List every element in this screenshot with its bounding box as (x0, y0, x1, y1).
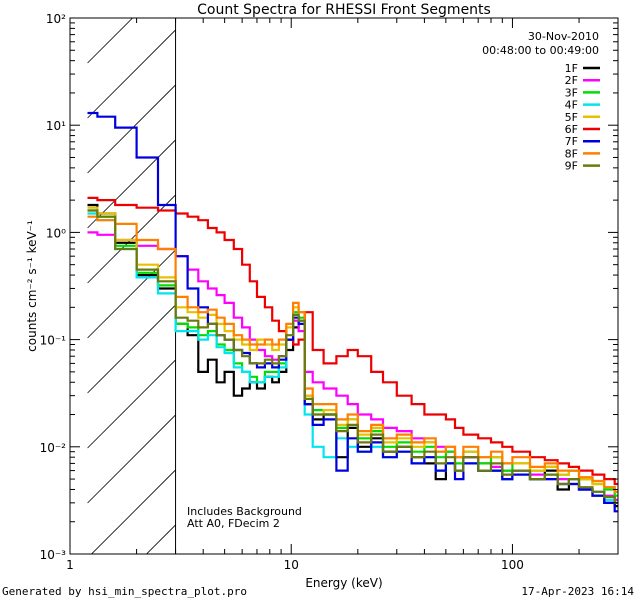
y-tick-label: 10⁻² (40, 441, 67, 455)
legend-label: 5F (565, 111, 578, 124)
x-tick-label: 100 (501, 558, 524, 572)
legend-label: 4F (565, 99, 578, 112)
x-tick-label: 10 (284, 558, 299, 572)
y-tick-label: 10² (46, 12, 66, 26)
date-label: 30-Nov-2010 (528, 30, 599, 43)
y-axis-label: counts cm⁻² s⁻¹ keV⁻¹ (25, 220, 39, 352)
y-tick-label: 10¹ (46, 119, 66, 133)
x-axis-label: Energy (keV) (305, 576, 382, 590)
series-6F-line (87, 196, 618, 486)
generated-by-label: Generated by hsi_min_spectra_plot.pro (2, 585, 248, 598)
x-tick-label: 1 (66, 558, 74, 572)
series-7F-line (87, 111, 618, 513)
timestamp-label: 17-Apr-2023 16:14 (521, 585, 634, 598)
time-range-label: 00:48:00 to 00:49:00 (482, 44, 599, 57)
plot-frame (69, 17, 619, 555)
annotation-attenuator: Att A0, FDecim 2 (187, 517, 280, 530)
chart-title: Count Spectra for RHESSI Front Segments (197, 2, 491, 18)
y-tick-label: 10⁰ (46, 226, 66, 240)
y-tick-label: 10⁻¹ (40, 334, 67, 348)
legend-label: 7F (565, 135, 578, 148)
legend-label: 3F (565, 86, 578, 99)
series-2F-line (87, 231, 618, 501)
y-tick-label: 10⁻³ (40, 548, 67, 562)
series-3F-line (87, 209, 618, 497)
legend-label: 6F (565, 123, 578, 136)
annotation-background: Includes Background (187, 505, 302, 518)
legend-label: 2F (565, 74, 578, 87)
excluded-energy-region (87, 18, 176, 554)
legend-label: 9F (565, 160, 578, 173)
series-9F-line (87, 209, 618, 504)
series-4F-line (87, 212, 618, 504)
series-1F-line (87, 203, 618, 508)
legend-label: 1F (565, 62, 578, 75)
legend-label: 8F (565, 147, 578, 160)
